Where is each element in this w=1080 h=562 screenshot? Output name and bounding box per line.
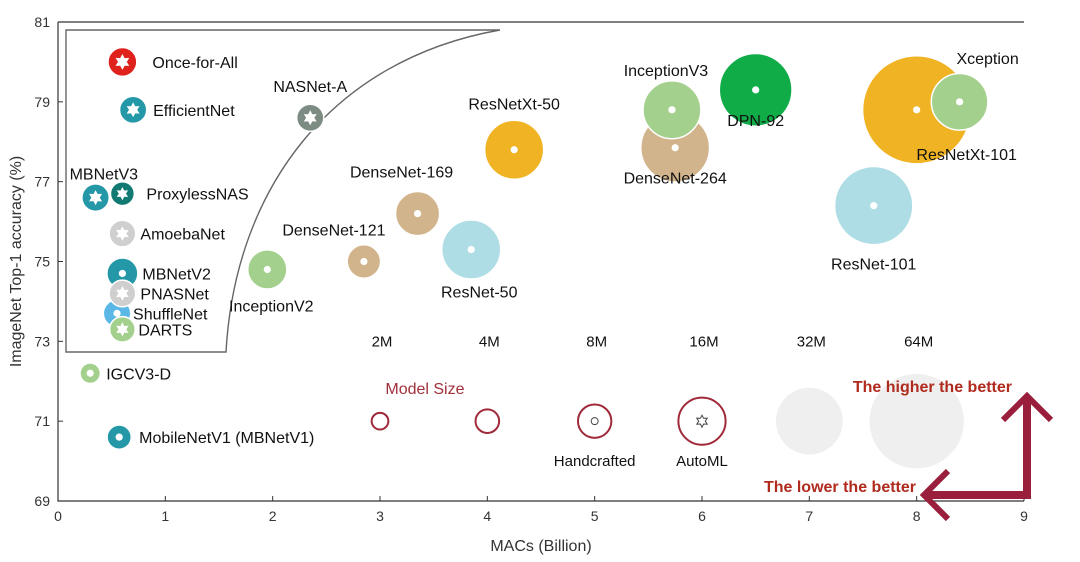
label-resnetxt-50: ResNetXt-50 xyxy=(468,97,560,114)
y-tick-label-79: 79 xyxy=(34,94,50,110)
y-tick-label-81: 81 xyxy=(34,14,50,30)
x-tick-label-9: 9 xyxy=(1020,508,1028,524)
x-tick-label-8: 8 xyxy=(913,508,921,524)
point-marker-efficientnet xyxy=(126,102,140,118)
label-amoebanet: AmoebaNet xyxy=(140,227,225,244)
x-tick-label-5: 5 xyxy=(591,508,599,524)
point-labels: DenseNet-264 InceptionV3 DPN-92 ResNetXt-10… xyxy=(70,51,1019,447)
label-densenet-264: DenseNet-264 xyxy=(624,171,727,188)
size-legend-circle-64M xyxy=(869,373,964,469)
y-axis-label: ImageNet Top-1 accuracy (%) xyxy=(8,156,25,367)
label-densenet-121: DenseNet-121 xyxy=(282,223,385,240)
point-marker-igcv3-d xyxy=(86,369,94,377)
x-tick-label-3: 3 xyxy=(376,508,384,524)
point-marker-mbnetv3 xyxy=(89,190,103,206)
size-legend-circle-4M xyxy=(474,408,501,434)
point-marker-inceptionv3 xyxy=(668,106,676,114)
lower-arrow-head xyxy=(919,468,951,522)
axes: 0 1 2 3 4 5 6 7 8 9 69 71 73 75 77 79 81 MACs (Billion) Im… xyxy=(8,14,1028,555)
point-marker-xception xyxy=(956,98,964,106)
label-resnetxt-101: ResNetXt-101 xyxy=(916,147,1017,164)
x-tick-label-0: 0 xyxy=(54,508,62,524)
label-nasnet-a: NASNet-A xyxy=(273,79,347,96)
y-tick-label-69: 69 xyxy=(34,493,50,509)
label-inceptionv2: InceptionV2 xyxy=(229,298,314,315)
point-marker-nasnet-a xyxy=(303,110,317,126)
point-marker-pnasnet xyxy=(116,286,129,301)
x-tick-label-7: 7 xyxy=(805,508,813,524)
y-tick-label-77: 77 xyxy=(34,174,50,190)
y-tick-label-71: 71 xyxy=(34,413,50,429)
point-marker-amoebanet xyxy=(116,226,129,241)
automl-region-frame xyxy=(65,29,501,353)
annotations: The higher the better The lower the bette… xyxy=(764,379,1054,522)
point-marker-densenet-169 xyxy=(413,210,422,218)
label-igcv3-d: IGCV3-D xyxy=(106,366,171,383)
point-marker-darts xyxy=(116,322,129,337)
size-legend-label-8M: 8M xyxy=(586,333,607,350)
point-marker-densenet-121 xyxy=(360,257,368,266)
point-marker-once-for-all xyxy=(115,54,130,70)
label-resnet-50: ResNet-50 xyxy=(441,285,518,302)
y-tick-label-75: 75 xyxy=(34,254,50,270)
label-shufflenet: ShuffleNet xyxy=(133,306,208,323)
point-marker-mbnetv2 xyxy=(118,269,126,278)
x-tick-label-1: 1 xyxy=(161,508,169,524)
size-legend-label-64M: 64M xyxy=(904,333,933,350)
size-legend-title: Model Size xyxy=(385,381,464,398)
x-tick-label-6: 6 xyxy=(698,508,706,524)
label-densenet-169: DenseNet-169 xyxy=(350,165,453,182)
point-marker-resnetxt-101 xyxy=(913,106,921,114)
point-marker-shufflenet xyxy=(113,309,121,317)
x-tick-label-2: 2 xyxy=(269,508,277,524)
higher-better-label: The higher the better xyxy=(853,379,1012,396)
point-marker-resnet-101 xyxy=(870,202,878,210)
automl-marker xyxy=(695,414,709,429)
size-legend-label-16M: 16M xyxy=(689,333,718,350)
y-tick-label-73: 73 xyxy=(34,333,50,349)
label-resnet-101: ResNet-101 xyxy=(831,257,916,274)
label-inceptionv3: InceptionV3 xyxy=(624,63,709,80)
label-mobilenetv1-mbnetv1: MobileNetV1 (MBNetV1) xyxy=(139,430,314,447)
label-once-for-all: Once-for-All xyxy=(152,55,237,72)
point-marker-proxylessnas xyxy=(116,187,129,201)
higher-arrow-head xyxy=(1000,391,1054,423)
point-marker-densenet-264 xyxy=(671,144,679,152)
x-tick-label-4: 4 xyxy=(483,508,491,524)
point-marker-mobilenetv1-mbnetv1 xyxy=(115,433,123,441)
point-marker-resnet-50 xyxy=(467,245,475,254)
point-marker-inceptionv2 xyxy=(263,265,271,274)
handcrafted-marker xyxy=(590,417,599,426)
label-pnasnet: PNASNet xyxy=(140,286,209,303)
size-legend-label-2M: 2M xyxy=(372,333,393,350)
point-marker-resnetxt-50 xyxy=(510,146,518,154)
label-xception: Xception xyxy=(956,51,1018,68)
label-proxylessnas: ProxylessNAS xyxy=(146,187,248,204)
handcrafted-label: Handcrafted xyxy=(554,453,636,470)
point-marker-dpn-92 xyxy=(752,86,760,94)
size-legend-label-32M: 32M xyxy=(797,333,826,350)
size-legend: 2M 4M 8M 16M 32M 64M Model Size Handcrafted Auto… xyxy=(370,333,964,470)
size-legend-circle-32M xyxy=(775,387,843,455)
x-axis-label: MACs (Billion) xyxy=(490,538,591,555)
lower-better-label: The lower the better xyxy=(764,479,916,496)
plot-frame xyxy=(65,29,501,353)
label-darts: DARTS xyxy=(138,322,192,339)
label-mbnetv2: MBNetV2 xyxy=(142,266,211,283)
label-dpn-92: DPN-92 xyxy=(727,113,784,130)
label-mbnetv3: MBNetV3 xyxy=(70,167,139,184)
data-points xyxy=(79,46,989,450)
size-legend-circle-2M xyxy=(370,411,390,431)
automl-label: AutoML xyxy=(676,453,728,470)
size-legend-label-4M: 4M xyxy=(479,333,500,350)
label-efficientnet: EfficientNet xyxy=(153,103,235,120)
